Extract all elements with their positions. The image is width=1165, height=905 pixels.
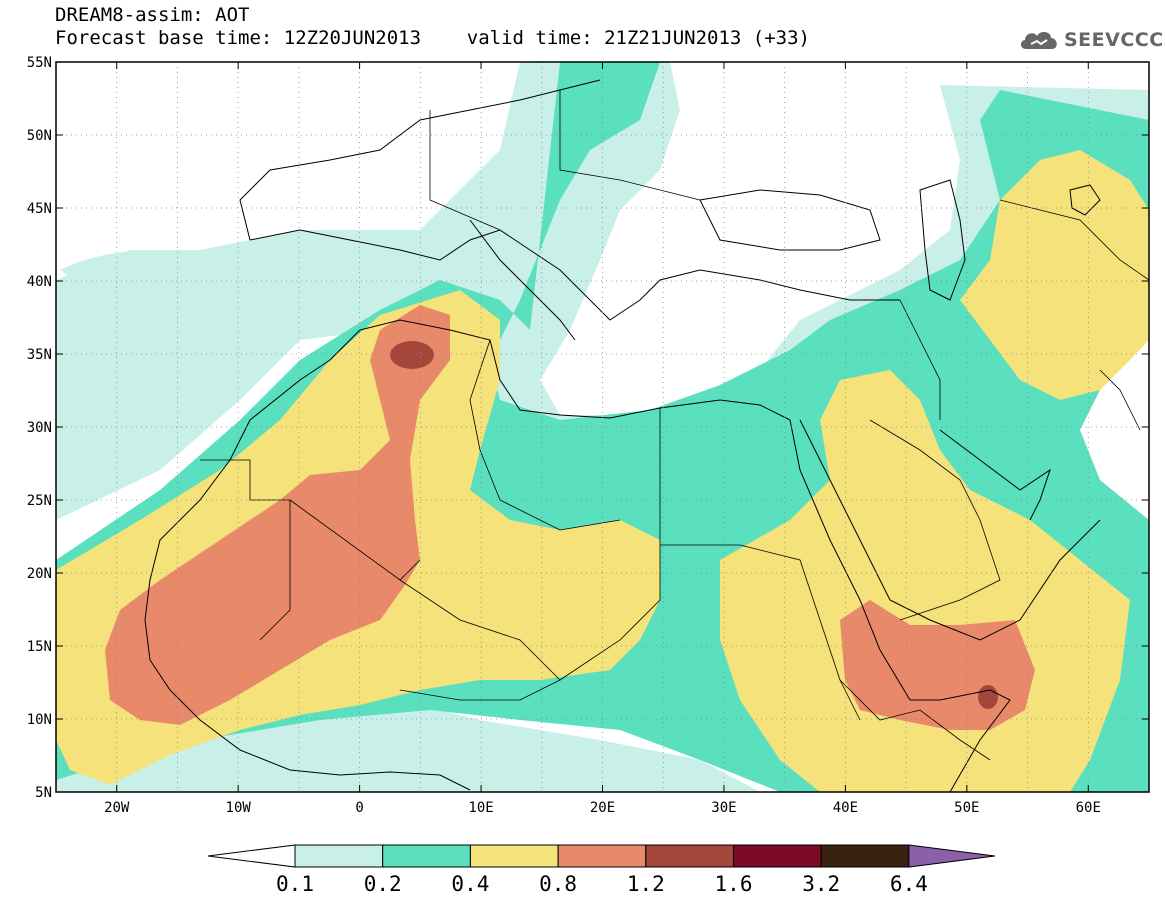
coast-west-africa: [144, 359, 471, 791]
coast-europe-north: [239, 79, 601, 241]
coast-aral-sea: [1069, 184, 1101, 216]
longitude-axis: 20W 10W 0 10E 20E 30E 40E 50E 60E: [104, 62, 1101, 816]
lon-tick-label: 10W: [226, 800, 252, 816]
lat-tick-label: 40N: [27, 274, 52, 290]
border-niger-chad: [399, 579, 561, 701]
lat-tick-label: 35N: [27, 347, 52, 363]
lat-tick-label: 5N: [35, 785, 52, 801]
colorbar-segment: [557, 844, 647, 868]
colorbar-label: 0.2: [364, 872, 402, 896]
border-algeria-libya: [469, 339, 621, 531]
forecast-time-line: Forecast base time: 12Z20JUN2013 valid t…: [55, 27, 810, 49]
colorbar-segment: [645, 844, 734, 868]
lat-tick-label: 15N: [27, 639, 52, 655]
colorbar-label: 3.2: [802, 872, 840, 896]
colorbar-segment: [294, 844, 384, 868]
coast-north-africa: [329, 319, 791, 421]
coast-persian-gulf: [939, 429, 1051, 521]
border-europe-east: [429, 110, 501, 231]
border-iran-iraq: [899, 299, 941, 420]
coast-horn-of-africa: [910, 689, 1011, 792]
lat-tick-label: 55N: [27, 55, 52, 71]
colorbar-segment: [469, 844, 559, 868]
lon-tick-label: 40E: [833, 800, 858, 816]
lat-tick-label: 20N: [27, 566, 52, 582]
lon-tick-label: 0: [355, 800, 363, 816]
colorbar-segment: [820, 844, 910, 868]
colorbar: 0.1 0.2 0.4 0.8 1.2 1.6 3.2 6.4: [207, 844, 996, 896]
lat-tick-label: 25N: [27, 493, 52, 509]
aot-band-orange-west-africa: [105, 305, 450, 725]
coast-red-sea-west: [789, 419, 911, 701]
latitude-axis: 55N 50N 45N 40N 35N 30N 25N 20N 15N 10N 5N: [27, 55, 1149, 801]
colorbar-segment: [733, 844, 822, 868]
colorbar-label: 1.2: [627, 872, 665, 896]
colorbar-left-arrow: [207, 844, 296, 868]
lon-tick-label: 20E: [590, 800, 615, 816]
border-sudan-ethiopia: [739, 544, 861, 721]
border-sudan: [559, 545, 661, 681]
coastlines: [144, 79, 1101, 792]
map-gridlines: [56, 62, 1149, 792]
aot-peak-atlas: [390, 341, 434, 369]
coast-black-sea: [699, 189, 881, 251]
aot-peak-somalia: [978, 685, 998, 709]
aot-band-light-cyan-atlantic-blob: [60, 250, 170, 285]
lat-tick-label: 45N: [27, 201, 52, 217]
border-ethiopia-somalia: [839, 679, 991, 761]
coast-caspian-sea: [919, 179, 966, 301]
lat-tick-label: 50N: [27, 128, 52, 144]
colorbar-right-arrow: [908, 844, 996, 868]
colorbar-label: 0.4: [451, 872, 489, 896]
coast-italy: [469, 219, 576, 341]
lon-tick-label: 50E: [954, 800, 979, 816]
logo-text: SEEVCCC: [1064, 29, 1164, 51]
aot-band-yellow-central-asia: [960, 150, 1149, 400]
colorbar-label: 0.1: [276, 872, 314, 896]
map-title: DREAM8-assim: AOT: [55, 4, 250, 26]
lon-tick-label: 30E: [711, 800, 736, 816]
border-saudi-arabia: [869, 419, 1001, 621]
lat-tick-label: 30N: [27, 420, 52, 436]
colorbar-segment: [382, 844, 471, 868]
colorbar-label: 1.6: [715, 872, 753, 896]
colorbar-label: 0.8: [539, 872, 577, 896]
lon-tick-label: 10E: [468, 800, 493, 816]
border-afghanistan: [1099, 369, 1141, 431]
border-poland-ukraine: [559, 90, 701, 201]
colorbar-label: 6.4: [890, 872, 928, 896]
cloud-icon: [1020, 32, 1057, 49]
border-kazakhstan: [999, 199, 1149, 281]
seevccc-logo: SEEVCCC: [1018, 26, 1164, 54]
lat-tick-label: 10N: [27, 712, 52, 728]
country-borders: [200, 90, 1149, 761]
lon-tick-label: 60E: [1076, 800, 1101, 816]
border-mauritania-mali: [200, 459, 291, 641]
lon-tick-label: 20W: [104, 800, 130, 816]
coast-europe-south: [249, 229, 900, 321]
coast-red-sea-east: [799, 419, 1101, 641]
